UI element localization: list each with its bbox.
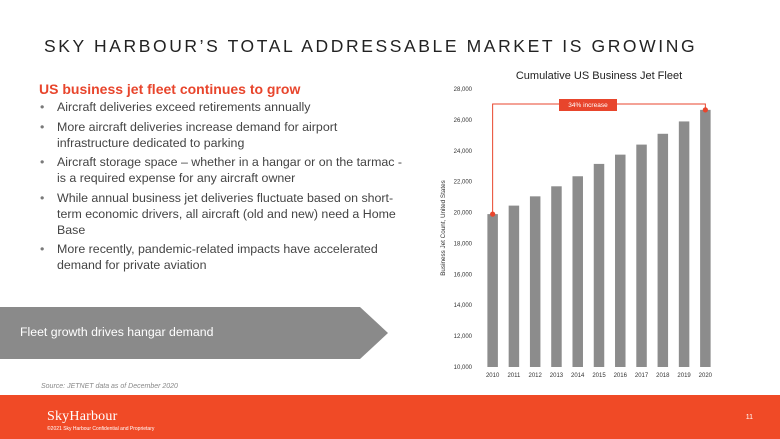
bar-2017 [636, 144, 647, 367]
x-tick-label: 2010 [486, 373, 500, 379]
start-marker [490, 211, 496, 217]
bar-2019 [678, 121, 690, 367]
annotation-box [559, 99, 617, 111]
bar-2020 [700, 109, 711, 367]
bullet-item: More recently, pandemic-related impacts … [39, 241, 409, 273]
y-tick-label: 16,000 [454, 272, 473, 278]
bar-2014 [572, 176, 583, 367]
bar-2015 [593, 163, 605, 367]
bar-2012 [529, 196, 541, 367]
y-tick-label: 20,000 [454, 211, 473, 217]
x-tick-label: 2013 [550, 373, 564, 379]
y-tick-label: 14,000 [454, 303, 473, 309]
x-tick-label: 2017 [635, 373, 649, 379]
page-number: 11 [745, 414, 753, 421]
y-axis-label: Business Jet Count, United States [440, 180, 447, 276]
x-tick-label: 2014 [571, 373, 585, 379]
x-tick-label: 2019 [677, 373, 691, 379]
x-tick-label: 2018 [656, 373, 670, 379]
callout-text: Fleet growth drives hangar demand [20, 325, 214, 339]
y-tick-label: 26,000 [454, 118, 473, 124]
copyright-text: ©2021 Sky Harbour Confidential and Propr… [47, 426, 155, 432]
bar-2011 [508, 205, 520, 367]
x-tick-label: 2016 [614, 373, 628, 379]
sky-harbour-logo: SkyHarbour [47, 409, 118, 424]
bar-2010 [487, 214, 498, 367]
bullet-item: Aircraft deliveries exceed retirements a… [39, 99, 409, 115]
footer-bar: SkyHarbour ©2021 Sky Harbour Confidentia… [0, 395, 780, 439]
section-subtitle: US business jet fleet continues to grow [39, 81, 301, 97]
y-tick-label: 10,000 [454, 365, 473, 371]
end-marker [702, 107, 708, 113]
callout-arrow-shape [0, 307, 388, 359]
x-tick-label: 2015 [592, 373, 606, 379]
y-tick-label: 18,000 [454, 241, 473, 247]
bar-2016 [615, 154, 626, 367]
annotation-label: 34% increase [568, 102, 608, 109]
bar-2013 [551, 186, 562, 367]
x-tick-label: 2012 [529, 373, 543, 379]
fleet-bar-chart: Cumulative US Business Jet Fleet Business… [440, 70, 713, 379]
x-tick-label: 2020 [699, 373, 713, 379]
bullet-item: Aircraft storage space – whether in a ha… [39, 154, 409, 186]
y-tick-label: 28,000 [454, 87, 473, 93]
bar-2018 [657, 133, 669, 367]
bullet-item: More aircraft deliveries increase demand… [39, 119, 409, 151]
slide-title: SKY HARBOUR’S TOTAL ADDRESSABLE MARKET I… [44, 36, 698, 56]
y-tick-label: 12,000 [454, 334, 473, 340]
bullet-list: Aircraft deliveries exceed retirements a… [39, 99, 409, 277]
x-tick-label: 2011 [507, 373, 521, 379]
source-note: Source: JETNET data as of December 2020 [41, 383, 178, 390]
bullet-item: While annual business jet deliveries flu… [39, 190, 409, 238]
chart-title: Cumulative US Business Jet Fleet [516, 70, 682, 82]
callout-arrow: Fleet growth drives hangar demand [0, 307, 388, 359]
y-tick-label: 22,000 [454, 180, 473, 186]
y-tick-label: 24,000 [454, 149, 473, 155]
